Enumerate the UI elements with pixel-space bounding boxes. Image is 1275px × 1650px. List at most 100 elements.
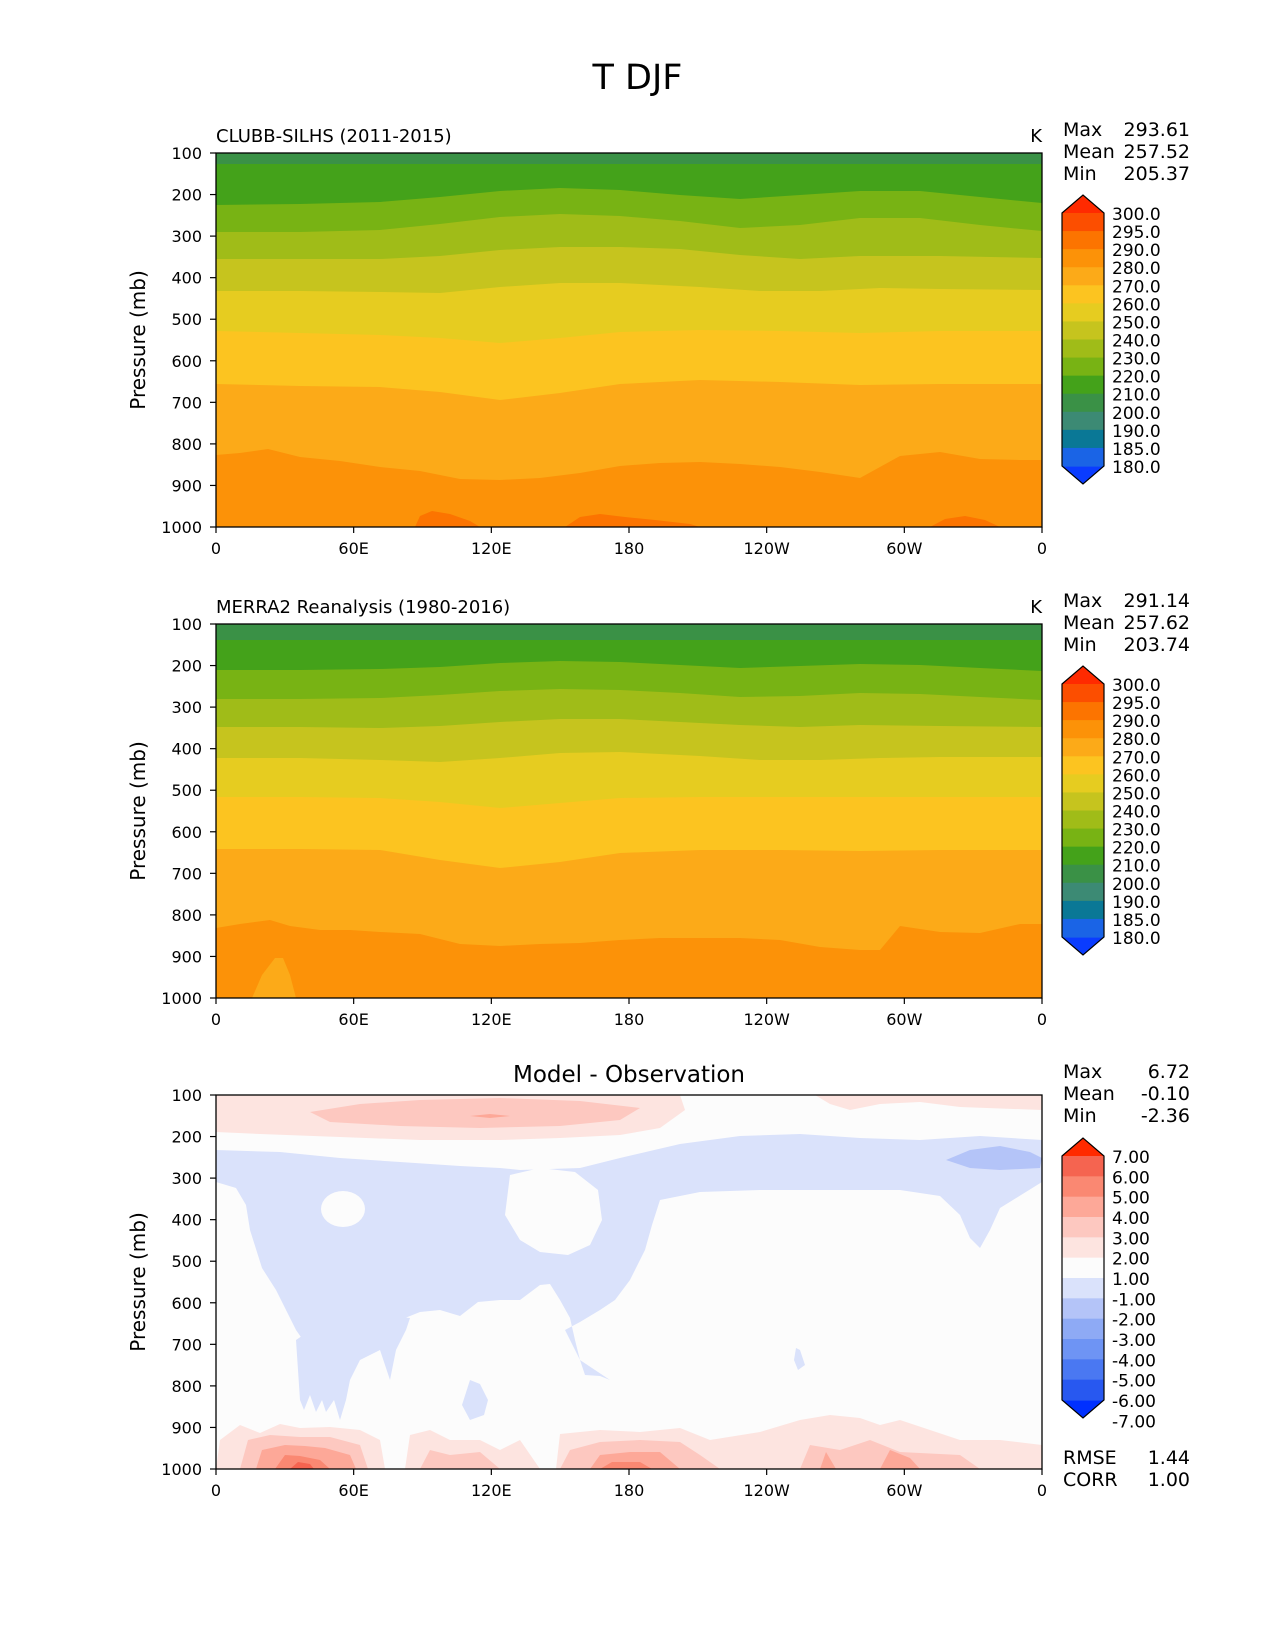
colorbar-label: 220.0 (1112, 368, 1161, 388)
colorbar-label: 250.0 (1112, 784, 1161, 804)
colorbar-band (1062, 864, 1104, 884)
colorbar-band (1062, 1176, 1104, 1198)
pos-bottom-2 (240, 1435, 980, 1469)
x-tick-label: 120W (743, 1481, 790, 1500)
panel-observation: MERRA2 Reanalysis (1980-2016) K Pressure… (126, 590, 1190, 1029)
y-axis-label: Pressure (mb) (126, 270, 150, 410)
colorbar-band (1062, 1257, 1104, 1279)
colorbar-band (1062, 1237, 1104, 1259)
colorbar-band (1062, 882, 1104, 902)
x-tick-label: 60W (886, 539, 922, 558)
colorbar-band (1062, 828, 1104, 848)
pos-top-1b (815, 1095, 1042, 1110)
colorbar-band (1062, 285, 1104, 304)
y-tick-label: 600 (171, 823, 202, 842)
colorbar-label: -6.00 (1112, 1392, 1156, 1412)
stat-label-min: Min (1063, 163, 1097, 185)
band-220 (216, 153, 1042, 205)
x-tick-label: 0 (1037, 1481, 1047, 1500)
colorbar-label: 2.00 (1112, 1250, 1150, 1270)
stat-value-mean: -0.10 (1141, 1083, 1190, 1105)
x-tick-label: 60E (338, 1481, 368, 1500)
stat-label-min: Min (1063, 1105, 1097, 1127)
y-tick-label: 900 (171, 476, 202, 495)
y-tick-label: 800 (171, 435, 202, 454)
stat-value-mean: 257.62 (1124, 612, 1190, 634)
y-tick-label: 900 (171, 1418, 202, 1437)
colorbar-label: 200.0 (1112, 875, 1161, 895)
colorbar-band (1062, 411, 1104, 431)
y-tick-label: 100 (171, 144, 202, 163)
x-tick-label: 180 (614, 539, 645, 558)
y-tick-label: 300 (171, 698, 202, 717)
stat-label-mean: Mean (1063, 1083, 1115, 1105)
band-290-area (252, 958, 296, 998)
colorbar-label: -3.00 (1112, 1331, 1156, 1351)
contour-fill (216, 624, 1042, 998)
colorbar-extend-min (1062, 466, 1104, 484)
y-tick-label: 700 (171, 864, 202, 883)
y-tick-label: 100 (171, 1086, 202, 1105)
colorbar-label: -7.00 (1112, 1412, 1156, 1432)
colorbar-band (1062, 1339, 1104, 1360)
stat-value-mean: 257.52 (1124, 141, 1190, 163)
panel-units: K (1030, 597, 1043, 618)
colorbar-band (1062, 393, 1104, 413)
neg-band (216, 1134, 1042, 1380)
colorbar-label: 3.00 (1112, 1229, 1150, 1249)
colorbar-band (1062, 357, 1104, 377)
colorbar-extend-max (1062, 1138, 1104, 1156)
x-tick-label: 180 (614, 1010, 645, 1029)
colorbar-label: 1.00 (1112, 1270, 1150, 1290)
colorbar-band (1062, 738, 1104, 757)
corr-label: CORR (1063, 1469, 1118, 1491)
colorbar-label: 180.0 (1112, 458, 1161, 478)
stat-label-max: Max (1063, 1061, 1102, 1083)
x-tick-label: 0 (211, 1481, 221, 1500)
colorbar-label: 4.00 (1112, 1209, 1150, 1229)
colorbar-label: 300.0 (1112, 676, 1161, 696)
pos-top-3 (470, 1114, 510, 1118)
x-tick-label: 0 (1037, 539, 1047, 558)
panel-units: K (1030, 126, 1043, 147)
panel-title: Model - Observation (513, 1062, 745, 1088)
colorbar-band (1062, 303, 1104, 323)
colorbar-label: 295.0 (1112, 694, 1161, 714)
colorbar-label: 240.0 (1112, 332, 1161, 352)
y-tick-label: 800 (171, 906, 202, 925)
colorbar-band (1062, 1318, 1104, 1340)
colorbar-band (1062, 720, 1104, 739)
colorbar-band (1062, 213, 1104, 232)
colorbar-label: 230.0 (1112, 821, 1161, 841)
colorbar-label: 270.0 (1112, 748, 1161, 768)
colorbar-band (1062, 267, 1104, 286)
colorbar-extend-min (1062, 1400, 1104, 1418)
colorbar-label: 210.0 (1112, 857, 1161, 877)
contour-fill (216, 153, 1042, 527)
colorbar-band (1062, 231, 1104, 250)
colorbar-band (1062, 249, 1104, 268)
colorbar-band (1062, 375, 1104, 395)
colorbar-band (1062, 321, 1104, 341)
colorbar-label: 295.0 (1112, 223, 1161, 243)
neg-spot-3 (794, 1348, 805, 1370)
colorbar-outline (1061, 665, 1105, 956)
figure-title: T DJF (592, 58, 683, 98)
colorbar-label: 7.00 (1112, 1148, 1150, 1168)
colorbar-band (1062, 447, 1104, 467)
x-tick-label: 0 (211, 1010, 221, 1029)
band-210 (216, 624, 1042, 640)
colorbar-band (1062, 1359, 1104, 1381)
colorbar-label: -4.00 (1112, 1351, 1156, 1371)
colorbar-label: 220.0 (1112, 839, 1161, 859)
y-tick-label: 400 (171, 740, 202, 759)
colorbar-band (1062, 846, 1104, 866)
pos-hole-2 (505, 1168, 602, 1255)
corr-value: 1.00 (1148, 1469, 1190, 1491)
x-tick-label: 60W (886, 1481, 922, 1500)
band-210 (216, 153, 1042, 164)
colorbar-label: -2.00 (1112, 1311, 1156, 1331)
colorbar-extend-max (1062, 195, 1104, 213)
neg-finger-1 (296, 1310, 410, 1420)
